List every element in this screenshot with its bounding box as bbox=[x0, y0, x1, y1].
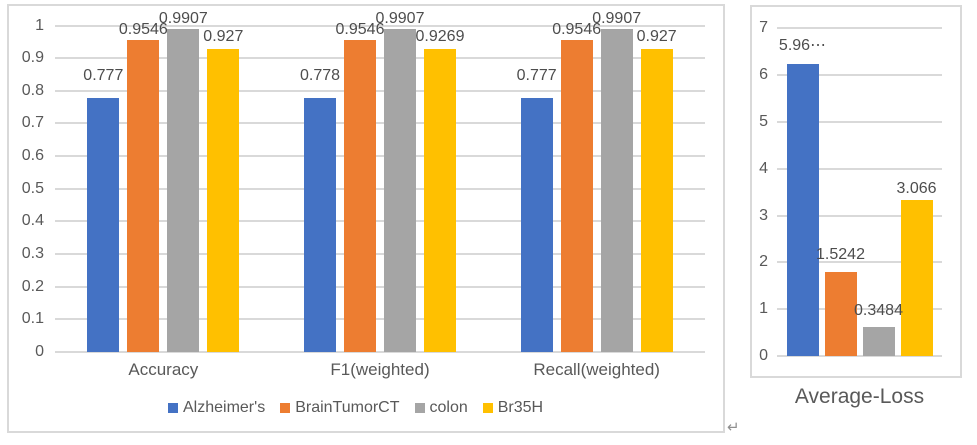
gridline bbox=[55, 57, 705, 60]
gridline bbox=[55, 318, 705, 321]
bar-braintumorct bbox=[824, 271, 857, 356]
legend-series-label: Alzheimer's bbox=[183, 399, 266, 416]
y-axis-tick-label: 0 bbox=[35, 343, 44, 360]
gridline bbox=[55, 122, 705, 125]
legend-item: Br35H bbox=[482, 399, 544, 417]
bar-br35h bbox=[424, 49, 456, 352]
gridline bbox=[777, 308, 942, 311]
y-axis-tick-label: 4 bbox=[759, 159, 768, 177]
bar-braintumorct bbox=[127, 40, 160, 352]
y-axis-tick-label: 0.6 bbox=[21, 147, 44, 165]
category-label: F1(weighted) bbox=[330, 360, 430, 379]
gridline bbox=[55, 285, 705, 288]
gridline bbox=[777, 74, 942, 77]
bar-value-label: 0.927 bbox=[636, 28, 677, 46]
legend-item: Alzheimer's bbox=[168, 399, 265, 417]
gridline bbox=[55, 24, 705, 27]
gridline bbox=[777, 214, 942, 217]
bar-value-label: 0.9546 bbox=[335, 21, 385, 39]
gridline bbox=[55, 89, 705, 92]
bar-alzheimer-s bbox=[304, 97, 336, 352]
gridline bbox=[55, 155, 705, 158]
y-axis-tick-label: 0.5 bbox=[21, 179, 44, 197]
bar-value-label: 0.9907 bbox=[592, 9, 642, 27]
y-axis-tick-label: 2 bbox=[759, 253, 768, 271]
bar-value-label: 0.777 bbox=[516, 67, 557, 85]
gridline bbox=[777, 121, 942, 123]
legend-item: colon bbox=[414, 399, 468, 417]
y-axis-tick-label: 6 bbox=[759, 66, 768, 84]
category-label: Average-Loss bbox=[794, 385, 925, 408]
bar-br35h bbox=[207, 49, 240, 352]
bar-value-label: 0.3484 bbox=[854, 301, 903, 319]
y-axis-tick-label: 7 bbox=[759, 19, 768, 37]
y-axis-tick-label: 0 bbox=[759, 347, 768, 364]
bar-colon bbox=[167, 28, 200, 352]
bar-colon bbox=[600, 28, 633, 352]
bar-value-label: 0.9546 bbox=[552, 21, 602, 39]
legend-color-swatch bbox=[280, 403, 291, 413]
bar-value-label: 1.5242 bbox=[816, 245, 865, 263]
paragraph-return-mark: ↵ bbox=[727, 419, 740, 436]
bar-value-label: 0.927 bbox=[203, 28, 244, 46]
gridline bbox=[55, 253, 705, 256]
bar-value-label: 0.9546 bbox=[118, 21, 168, 39]
bar-value-label: 0.9907 bbox=[158, 9, 208, 27]
legend-series-label: colon bbox=[429, 399, 468, 416]
y-axis-tick-label: 0.8 bbox=[21, 81, 44, 99]
y-axis-tick-label: 0.4 bbox=[21, 212, 44, 230]
y-axis-tick-label: 1 bbox=[35, 16, 44, 34]
y-axis-tick-label: 0.1 bbox=[21, 310, 44, 328]
legend-color-swatch bbox=[168, 403, 178, 413]
legend-series-label: Br35H bbox=[497, 399, 544, 416]
bar-value-label: 5.96⋯ bbox=[778, 36, 827, 54]
bar-alzheimer-s bbox=[520, 98, 553, 352]
category-label: Accuracy bbox=[128, 360, 199, 379]
gridline bbox=[777, 355, 942, 357]
gridline bbox=[55, 351, 705, 353]
bar-braintumorct bbox=[344, 40, 376, 352]
bar-value-label: 0.778 bbox=[299, 66, 341, 84]
bar-value-label: 0.9907 bbox=[375, 9, 425, 27]
bar-alzheimer-s bbox=[786, 63, 819, 356]
bar-value-label: 0.9269 bbox=[415, 28, 465, 46]
bar-colon bbox=[862, 326, 895, 356]
bar-colon bbox=[384, 28, 416, 352]
y-axis-tick-label: 0.9 bbox=[21, 49, 44, 67]
gridline bbox=[777, 27, 942, 30]
bar-braintumorct bbox=[560, 40, 593, 352]
legend-color-swatch bbox=[414, 403, 425, 413]
bar-alzheimer-s bbox=[87, 98, 120, 352]
bar-br35h bbox=[640, 49, 673, 352]
gridline bbox=[55, 187, 705, 190]
y-axis-tick-label: 0.2 bbox=[21, 277, 44, 295]
gridline bbox=[777, 261, 942, 264]
bar-value-label: 3.066 bbox=[896, 180, 937, 198]
y-axis-tick-label: 0.3 bbox=[21, 245, 44, 263]
y-axis-tick-label: 5 bbox=[759, 113, 768, 130]
y-axis-tick-label: 3 bbox=[759, 206, 768, 224]
y-axis-tick-label: 1 bbox=[759, 300, 768, 318]
legend: Alzheimer's BrainTumorCT colon Br35H bbox=[168, 399, 543, 417]
legend-item: BrainTumorCT bbox=[280, 399, 400, 417]
gridline bbox=[55, 220, 705, 223]
bar-br35h bbox=[900, 200, 933, 356]
legend-color-swatch bbox=[482, 403, 493, 413]
gridline bbox=[777, 167, 942, 170]
legend-series-label: BrainTumorCT bbox=[295, 399, 400, 416]
bar-value-label: 0.777 bbox=[83, 67, 124, 85]
category-label: Recall(weighted) bbox=[533, 360, 660, 379]
y-axis-tick-label: 0.7 bbox=[21, 114, 44, 132]
